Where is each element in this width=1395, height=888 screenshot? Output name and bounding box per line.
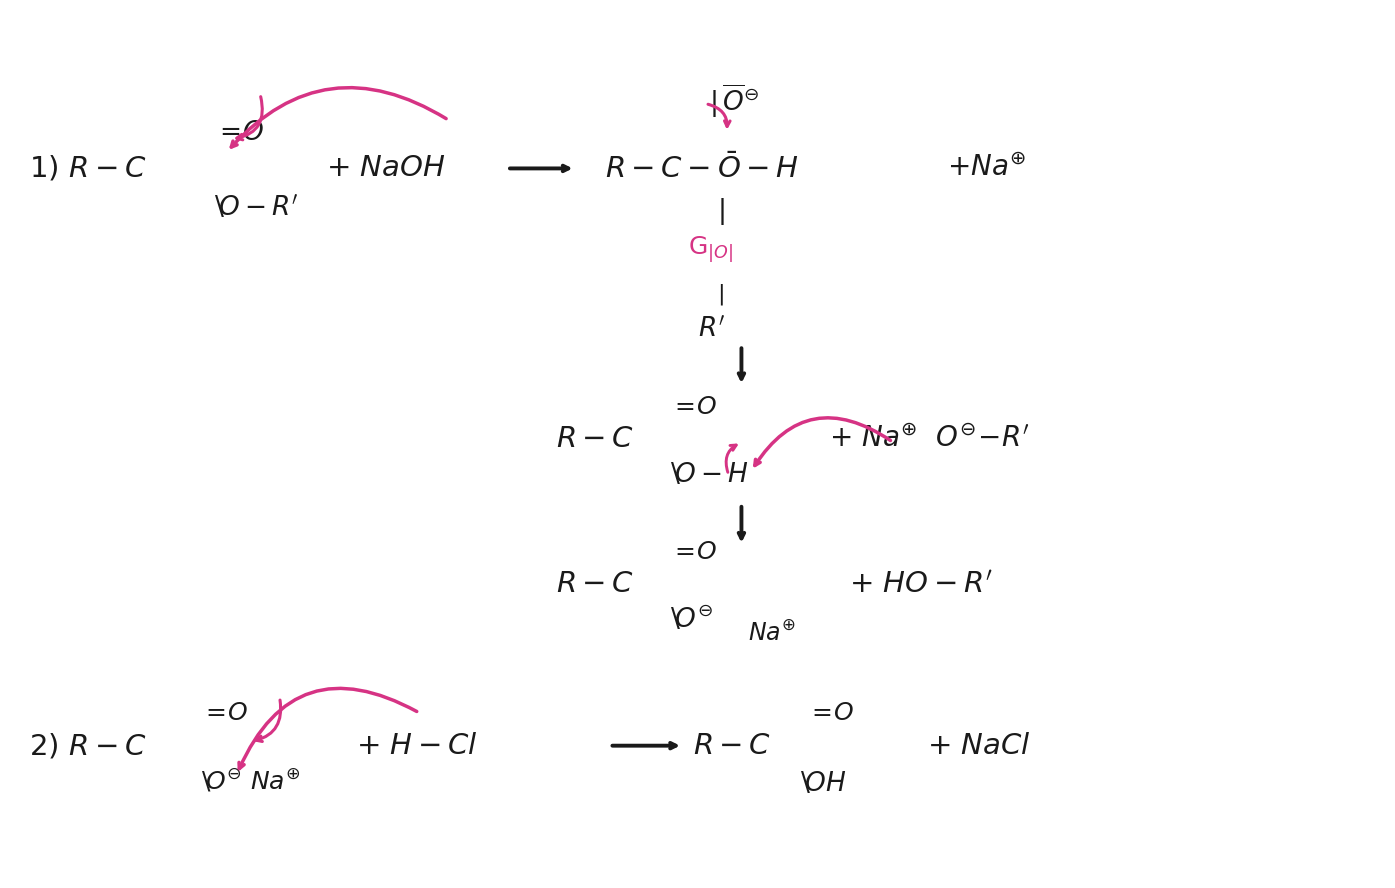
Text: $=\!O$: $=\!O$ [806,701,854,725]
Text: $+\ NaOH$: $+\ NaOH$ [326,155,446,182]
Text: $R - C$: $R - C$ [692,732,771,759]
Text: $+\ NaCl$: $+\ NaCl$ [926,732,1031,759]
Text: $|$: $|$ [717,281,724,306]
Text: $+ Na^{\oplus}$: $+ Na^{\oplus}$ [946,155,1025,182]
Text: $+\ HO - R'$: $+\ HO - R'$ [848,570,993,599]
Text: $=\!O$: $=\!O$ [201,701,248,725]
Text: $1)\ R - C$: $1)\ R - C$ [28,154,146,183]
Text: $=\!O$: $=\!O$ [670,540,717,564]
Text: $\mathsf{G}_{|O|}$: $\mathsf{G}_{|O|}$ [688,234,732,264]
Text: $2)\ R - C$: $2)\ R - C$ [28,731,146,760]
Text: $\backslash\!O - R'$: $\backslash\!O - R'$ [213,193,299,221]
Text: $\backslash\!O^{\ominus}\ Na^{\oplus}$: $\backslash\!O^{\ominus}\ Na^{\oplus}$ [201,767,301,794]
Text: $\backslash\!OH$: $\backslash\!OH$ [801,772,847,797]
Text: $\backslash\!O^{\ominus}$: $\backslash\!O^{\ominus}$ [670,606,713,634]
Text: $R - C - \bar{O} - H$: $R - C - \bar{O} - H$ [605,153,798,184]
Text: $Na^{\oplus}$: $Na^{\oplus}$ [748,620,797,645]
Text: $=\!O$: $=\!O$ [670,395,717,419]
Text: $+\ H - Cl$: $+\ H - Cl$ [356,732,477,759]
Text: $=\!O$: $=\!O$ [213,120,264,146]
Text: $+\ Na^{\oplus}\ \ O^{\ominus}\!-\!R'$: $+\ Na^{\oplus}\ \ O^{\ominus}\!-\!R'$ [829,425,1030,453]
Text: $R - C$: $R - C$ [555,425,635,453]
Text: $R - C$: $R - C$ [555,570,635,599]
Text: $R'$: $R'$ [698,317,724,343]
Text: $|$: $|$ [717,196,724,227]
Text: $\backslash\!O - H$: $\backslash\!O - H$ [670,462,749,488]
Text: $|\,\overline{O}^{\ominus}$: $|\,\overline{O}^{\ominus}$ [709,82,759,120]
